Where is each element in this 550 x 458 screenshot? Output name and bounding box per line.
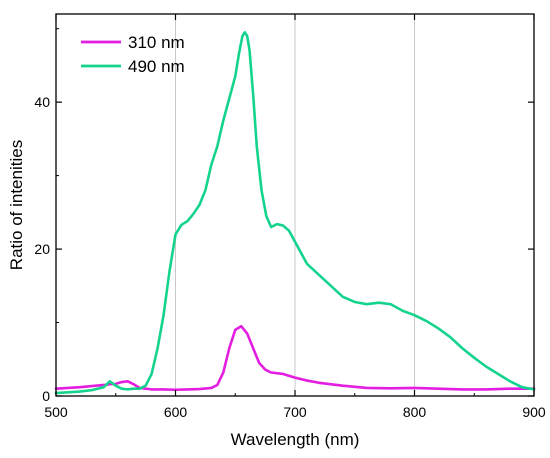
grid-lines [175,14,415,396]
series-line-1 [54,324,536,392]
y-tick-label: 0 [42,388,50,404]
series-lines [54,31,536,395]
tick-labels: 500 600 700 800 900 0 20 40 [34,94,545,420]
x-tick-label: 600 [164,404,188,420]
x-tick-label: 700 [283,404,307,420]
y-axis-title: Ratio of intenities [7,140,26,270]
legend-label-2: 490 nm [128,57,185,76]
axis-ticks [55,14,535,397]
legend-label-1: 310 nm [128,33,185,52]
series-line-2 [54,31,536,395]
y-tick-label: 40 [34,94,50,110]
y-tick-label: 20 [34,241,50,257]
x-tick-label: 900 [522,404,546,420]
x-tick-label: 500 [44,404,68,420]
x-axis-title: Wavelength (nm) [231,430,360,449]
x-tick-label: 800 [403,404,427,420]
legend: 310 nm 490 nm [81,33,185,76]
